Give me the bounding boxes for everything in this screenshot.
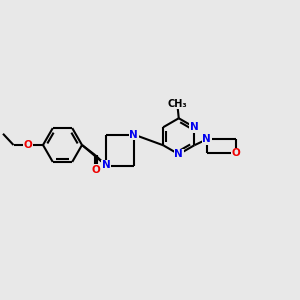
Text: N: N <box>174 149 183 159</box>
Text: O: O <box>231 148 240 158</box>
Text: O: O <box>91 165 100 175</box>
Text: N: N <box>102 160 111 170</box>
Text: N: N <box>202 134 211 144</box>
Text: N: N <box>129 130 138 140</box>
Text: N: N <box>190 122 199 132</box>
Text: CH₃: CH₃ <box>168 99 187 109</box>
Text: O: O <box>24 140 32 150</box>
